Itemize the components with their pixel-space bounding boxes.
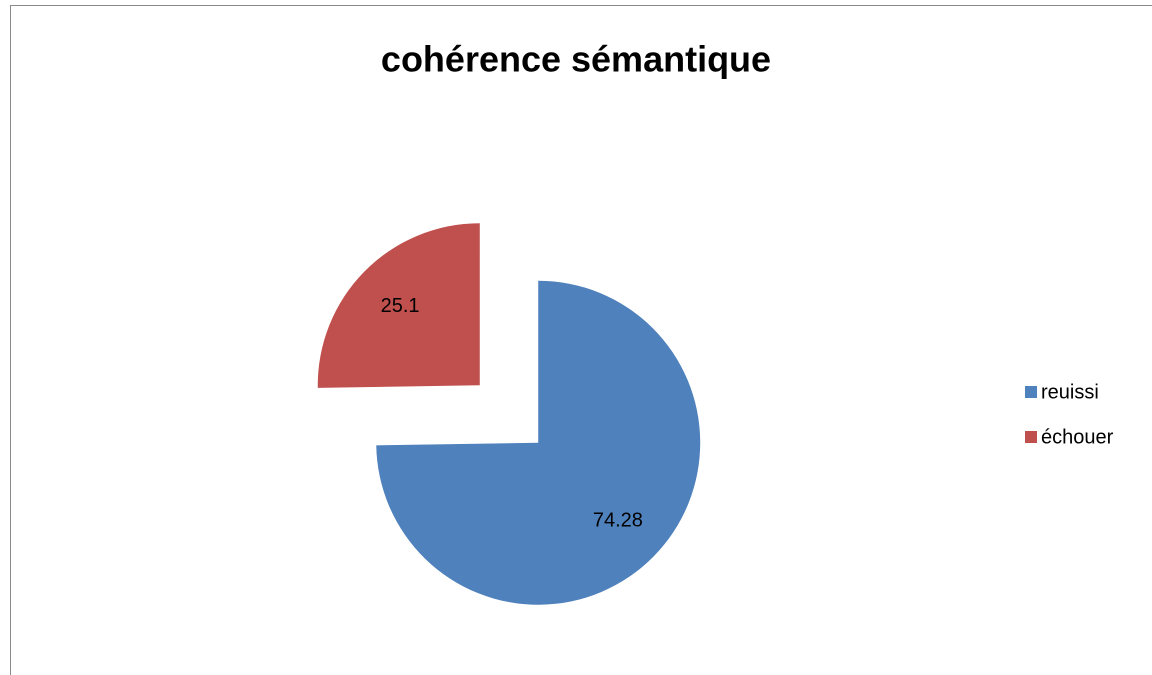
legend-label: reuissi <box>1041 381 1099 403</box>
legend-swatch <box>1025 386 1037 398</box>
pie-slice <box>317 223 480 388</box>
data-label: 74.28 <box>593 509 643 531</box>
data-label: 25.1 <box>381 295 420 317</box>
legend-swatch <box>1025 431 1037 443</box>
chart-title: cohérence sémantique <box>381 39 771 80</box>
legend-label: échouer <box>1041 426 1114 448</box>
pie-slice <box>376 280 701 605</box>
